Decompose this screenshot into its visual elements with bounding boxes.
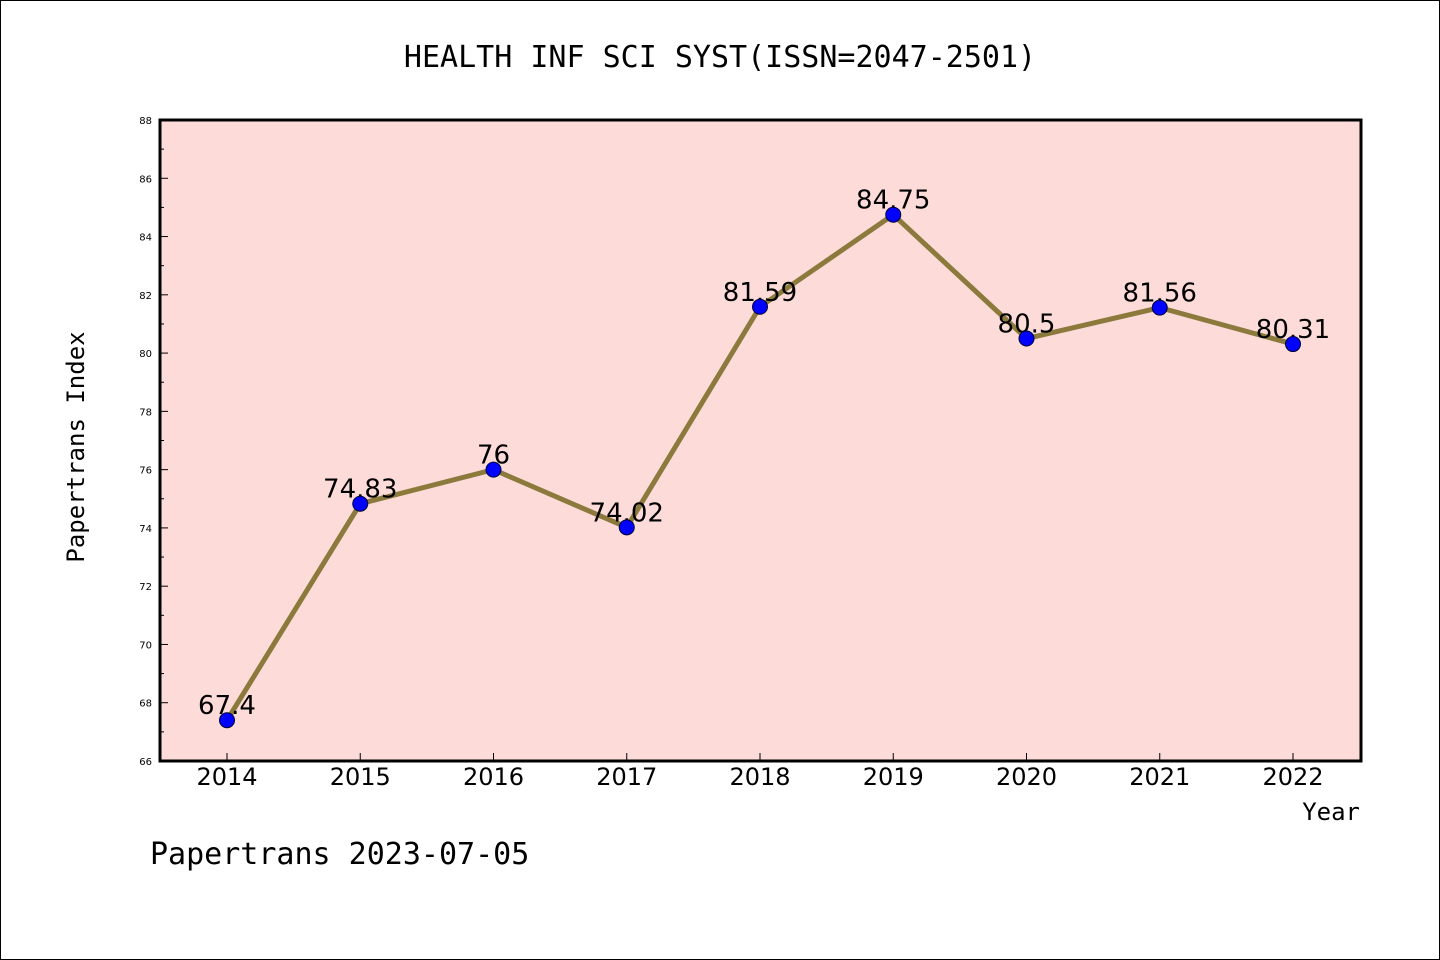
chart-title: HEALTH INF SCI SYST(ISSN=2047-2501) xyxy=(404,40,1036,75)
x-tick-label: 2018 xyxy=(729,763,790,791)
data-point xyxy=(1285,336,1301,353)
x-axis-label: Year xyxy=(1302,798,1360,826)
data-point xyxy=(618,519,635,536)
data-point xyxy=(1151,299,1168,316)
x-tick-label: 2014 xyxy=(196,763,257,791)
y-tick-label: 78 xyxy=(139,407,152,418)
x-tick-label: 2022 xyxy=(1262,763,1323,791)
footer-text: Papertrans 2023-07-05 xyxy=(150,837,529,872)
y-tick-label: 76 xyxy=(139,466,152,477)
x-tick-label: 2019 xyxy=(863,763,924,791)
y-tick-label: 82 xyxy=(139,291,152,302)
y-axis: 66 68 70 72 74 76 78 80 82 84 86 88 xyxy=(139,116,168,768)
y-tick-label: 74 xyxy=(139,524,152,535)
x-tick-label: 2020 xyxy=(996,763,1057,791)
plot-area xyxy=(158,118,1363,763)
data-point xyxy=(1018,330,1035,347)
data-point xyxy=(485,461,502,478)
data-point xyxy=(752,298,768,315)
data-point xyxy=(885,206,902,223)
y-tick-label: 66 xyxy=(139,757,152,768)
x-tick-label: 2016 xyxy=(463,763,524,791)
y-tick-label: 88 xyxy=(139,116,152,127)
x-axis: 2014 2015 2016 2017 2018 2019 2020 2021 2022 xyxy=(196,753,1324,791)
y-tick-label: 80 xyxy=(139,349,152,360)
data-point xyxy=(219,712,235,729)
x-tick-label: 2021 xyxy=(1129,763,1190,791)
y-axis-label: Papertrans Index xyxy=(62,331,90,562)
y-tick-label: 86 xyxy=(139,174,152,185)
y-tick-label: 68 xyxy=(139,699,152,710)
x-tick-label: 2017 xyxy=(596,763,657,791)
data-point xyxy=(352,495,369,512)
x-tick-label: 2015 xyxy=(330,763,391,791)
y-tick-label: 72 xyxy=(139,582,152,593)
data-markers xyxy=(219,206,1301,729)
y-tick-label: 70 xyxy=(139,640,152,651)
y-tick-label: 84 xyxy=(139,233,152,244)
